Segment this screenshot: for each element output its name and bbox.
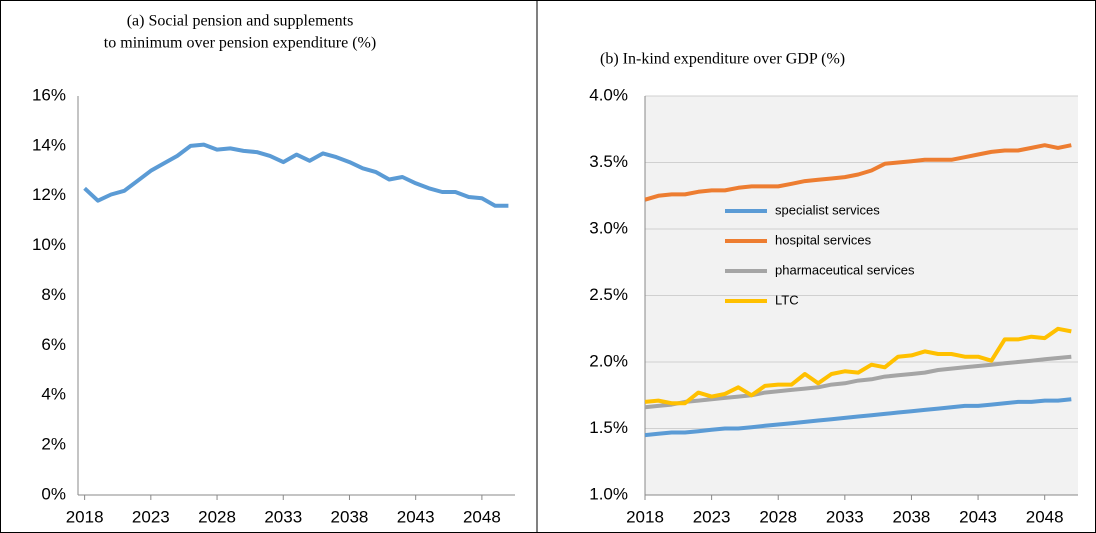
- y-tick-label: 4.0%: [589, 85, 628, 104]
- x-tick-label: 2043: [397, 507, 435, 526]
- legend-label: LTC: [775, 292, 799, 307]
- series-line: [644, 397, 1072, 438]
- series-line: [83, 142, 509, 208]
- x-tick-label: 2038: [331, 507, 369, 526]
- x-tick-label: 2018: [626, 507, 664, 526]
- x-tick-label: 2023: [693, 507, 731, 526]
- x-tick-label: 2023: [132, 507, 170, 526]
- y-tick-label: 12%: [32, 185, 66, 204]
- x-tick-label: 2038: [893, 507, 931, 526]
- chart-title: (a) Social pension and supplements: [127, 13, 354, 30]
- legend-label: specialist services: [775, 202, 880, 217]
- series-line: [644, 326, 1072, 406]
- chart-title: (b) In-kind expenditure over GDP (%): [600, 51, 845, 68]
- x-tick-label: 2048: [463, 507, 501, 526]
- x-tick-label: 2028: [198, 507, 236, 526]
- y-tick-label: 1.0%: [589, 484, 628, 503]
- y-tick-label: 16%: [32, 85, 66, 104]
- x-tick-label: 2028: [759, 507, 797, 526]
- x-tick-label: 2033: [264, 507, 302, 526]
- legend-label: pharmaceutical services: [775, 262, 915, 277]
- y-tick-label: 0%: [41, 484, 66, 503]
- y-tick-label: 6%: [41, 335, 66, 354]
- y-tick-label: 3.0%: [589, 218, 628, 237]
- y-tick-label: 8%: [41, 285, 66, 304]
- plot-area: [78, 96, 515, 495]
- x-tick-label: 2033: [826, 507, 864, 526]
- y-tick-label: 4%: [41, 385, 66, 404]
- x-tick-label: 2043: [959, 507, 997, 526]
- y-tick-label: 1.5%: [589, 418, 628, 437]
- y-tick-label: 10%: [32, 235, 66, 254]
- x-tick-label: 2018: [66, 507, 104, 526]
- series-line: [644, 143, 1072, 202]
- y-tick-label: 2.0%: [589, 351, 628, 370]
- y-tick-label: 14%: [32, 135, 66, 154]
- y-tick-label: 2%: [41, 435, 66, 454]
- y-tick-label: 2.5%: [589, 285, 628, 304]
- chart-title: to minimum over pension expenditure (%): [104, 35, 376, 52]
- y-tick-label: 3.5%: [589, 152, 628, 171]
- series-line: [644, 354, 1072, 410]
- legend-label: hospital services: [775, 232, 872, 247]
- x-tick-label: 2048: [1026, 507, 1064, 526]
